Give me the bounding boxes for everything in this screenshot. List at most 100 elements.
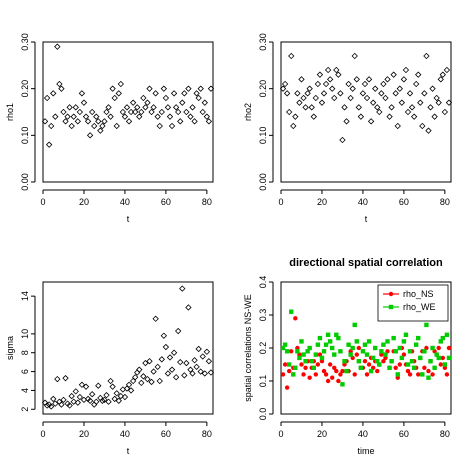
y-axis-title: rho2 xyxy=(243,103,253,121)
y-tick-label: 0.20 xyxy=(20,80,30,98)
legend: rho_NS rho_WE xyxy=(377,284,449,322)
data-point xyxy=(203,113,211,120)
data-point xyxy=(52,400,59,407)
data-point xyxy=(166,354,174,361)
data-point xyxy=(189,104,196,111)
y-axis-title: rho1 xyxy=(5,103,15,121)
data-point xyxy=(311,365,316,370)
data-point xyxy=(327,362,333,367)
data-point xyxy=(436,345,441,351)
data-point xyxy=(121,113,129,120)
data-point xyxy=(304,90,311,97)
data-point xyxy=(343,118,350,125)
data-point xyxy=(353,76,360,83)
y-tick-label: 10 xyxy=(20,329,30,339)
data-point xyxy=(422,349,427,354)
x-tick-label: 80 xyxy=(440,429,450,439)
data-point xyxy=(185,85,192,92)
data-point xyxy=(335,71,342,78)
data-point xyxy=(326,76,334,83)
data-point xyxy=(95,118,102,125)
data-point xyxy=(82,113,90,120)
data-point xyxy=(91,122,98,130)
data-point xyxy=(307,375,312,380)
data-point xyxy=(324,66,332,74)
plot-frame xyxy=(42,281,214,415)
x-tick-label: 0 xyxy=(40,429,45,439)
data-point xyxy=(197,368,204,375)
data-point xyxy=(95,382,102,389)
data-point xyxy=(105,398,112,405)
data-point xyxy=(332,365,337,370)
data-point xyxy=(366,339,372,344)
data-point xyxy=(354,352,359,357)
chart-title: directional spatial correlation xyxy=(289,257,443,269)
data-point xyxy=(207,369,215,376)
data-point xyxy=(140,373,147,380)
data-point xyxy=(282,342,288,347)
data-point xyxy=(352,372,357,377)
data-point xyxy=(109,85,116,92)
data-point xyxy=(76,393,84,401)
data-point xyxy=(292,113,299,120)
x-axis-title: t xyxy=(127,214,130,224)
data-point xyxy=(396,85,403,92)
data-point xyxy=(172,374,180,381)
data-point xyxy=(66,402,73,409)
data-point xyxy=(385,349,390,354)
x-tick-label: 40 xyxy=(120,197,130,207)
data-point xyxy=(340,368,345,374)
data-point xyxy=(105,104,112,111)
data-point xyxy=(175,327,182,335)
data-point xyxy=(424,322,429,328)
data-point xyxy=(433,94,440,102)
data-point xyxy=(170,349,178,356)
data-point xyxy=(407,372,413,377)
data-point xyxy=(154,363,161,371)
data-point xyxy=(117,80,124,88)
data-point xyxy=(320,90,328,97)
data-point xyxy=(372,85,379,92)
data-point xyxy=(425,127,432,134)
data-point xyxy=(357,113,365,120)
data-point xyxy=(446,345,452,351)
data-point xyxy=(279,85,287,92)
data-point xyxy=(86,397,94,404)
data-point xyxy=(41,118,49,125)
data-point xyxy=(424,345,429,351)
data-point xyxy=(387,365,392,370)
data-point xyxy=(101,396,108,404)
data-point xyxy=(338,349,343,354)
data-point xyxy=(117,392,124,400)
data-point xyxy=(60,108,67,116)
data-point xyxy=(179,99,186,106)
data-point xyxy=(388,304,394,310)
data-point xyxy=(138,108,145,116)
data-point xyxy=(101,118,108,125)
data-point xyxy=(337,90,344,97)
data-point xyxy=(382,94,389,102)
data-point xyxy=(99,122,106,130)
data-point xyxy=(201,99,208,106)
data-point xyxy=(439,71,446,78)
y-tick-label: 0.4 xyxy=(258,276,268,289)
data-point xyxy=(68,392,75,400)
data-point xyxy=(317,335,323,341)
x-tick-label: 80 xyxy=(202,197,212,207)
data-point xyxy=(379,349,384,354)
y-tick-label: 2 xyxy=(20,407,30,412)
data-point xyxy=(342,359,347,364)
data-point xyxy=(58,85,65,92)
data-point xyxy=(294,90,301,97)
data-point xyxy=(340,382,345,387)
data-point xyxy=(170,90,178,97)
x-tick-label: 0 xyxy=(40,197,45,207)
x-tick-label: 60 xyxy=(161,429,171,439)
x-tick-label: 40 xyxy=(358,429,368,439)
y-tick-label: 0.10 xyxy=(258,127,268,145)
data-point xyxy=(150,104,157,111)
data-point xyxy=(175,108,182,116)
data-point xyxy=(300,94,307,102)
data-point xyxy=(280,372,286,377)
data-point xyxy=(288,52,295,60)
